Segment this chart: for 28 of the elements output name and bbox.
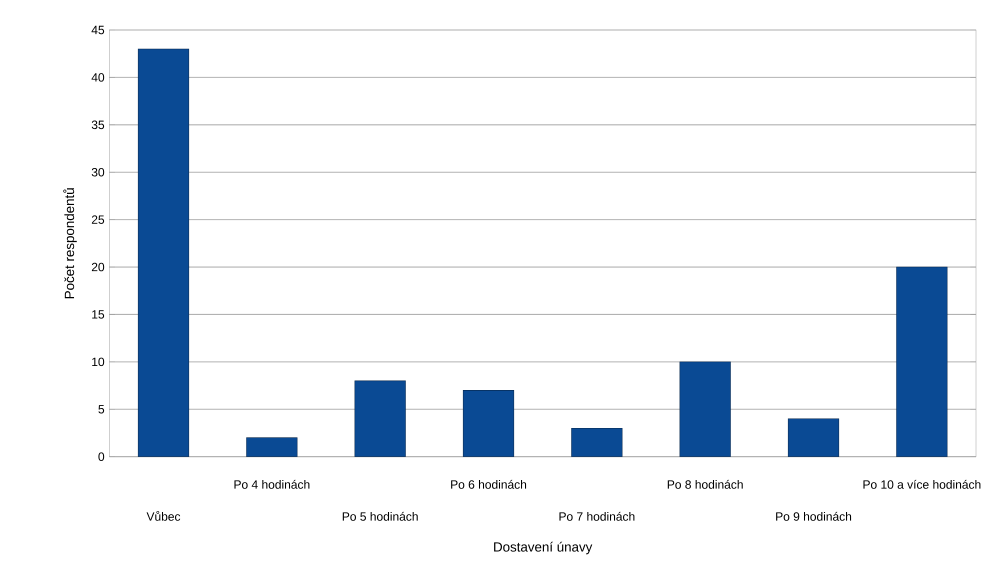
x-axis-title: Dostavení únavy — [494, 542, 592, 554]
y-tick-label: 40 — [92, 73, 104, 82]
y-tick-label: 45 — [92, 26, 104, 34]
y-tick-label: 0 — [98, 452, 104, 461]
bar — [896, 266, 948, 457]
x-tick-label: Po 4 hodinách — [234, 480, 310, 489]
x-tick-label: Vůbec — [146, 510, 180, 521]
y-tick-label: 10 — [92, 358, 104, 366]
y-tick-label: 30 — [92, 168, 104, 176]
bar — [788, 418, 840, 457]
y-tick-label: 5 — [98, 405, 104, 414]
y-axis-title: Počet respondentů — [63, 188, 77, 298]
y-tick-label: 20 — [92, 262, 104, 272]
x-tick-label: Po 7 hodinách — [559, 512, 634, 521]
y-tick-label: 15 — [92, 310, 104, 319]
x-tick-label: Po 5 hodinách — [342, 512, 418, 521]
x-tick-label: Po 6 hodinách — [451, 480, 526, 489]
x-tick-label: Po 10 a více hodinách — [863, 480, 980, 489]
x-tick-label: Po 9 hodinách — [776, 512, 852, 521]
bar — [462, 390, 514, 457]
x-tick-label: Po 8 hodinách — [668, 480, 743, 489]
bar — [354, 380, 406, 457]
bar — [246, 437, 298, 457]
bar — [680, 362, 731, 457]
bar — [571, 428, 622, 457]
bar — [138, 48, 190, 457]
y-tick-label: 35 — [92, 120, 104, 130]
y-tick-label: 25 — [92, 215, 104, 224]
